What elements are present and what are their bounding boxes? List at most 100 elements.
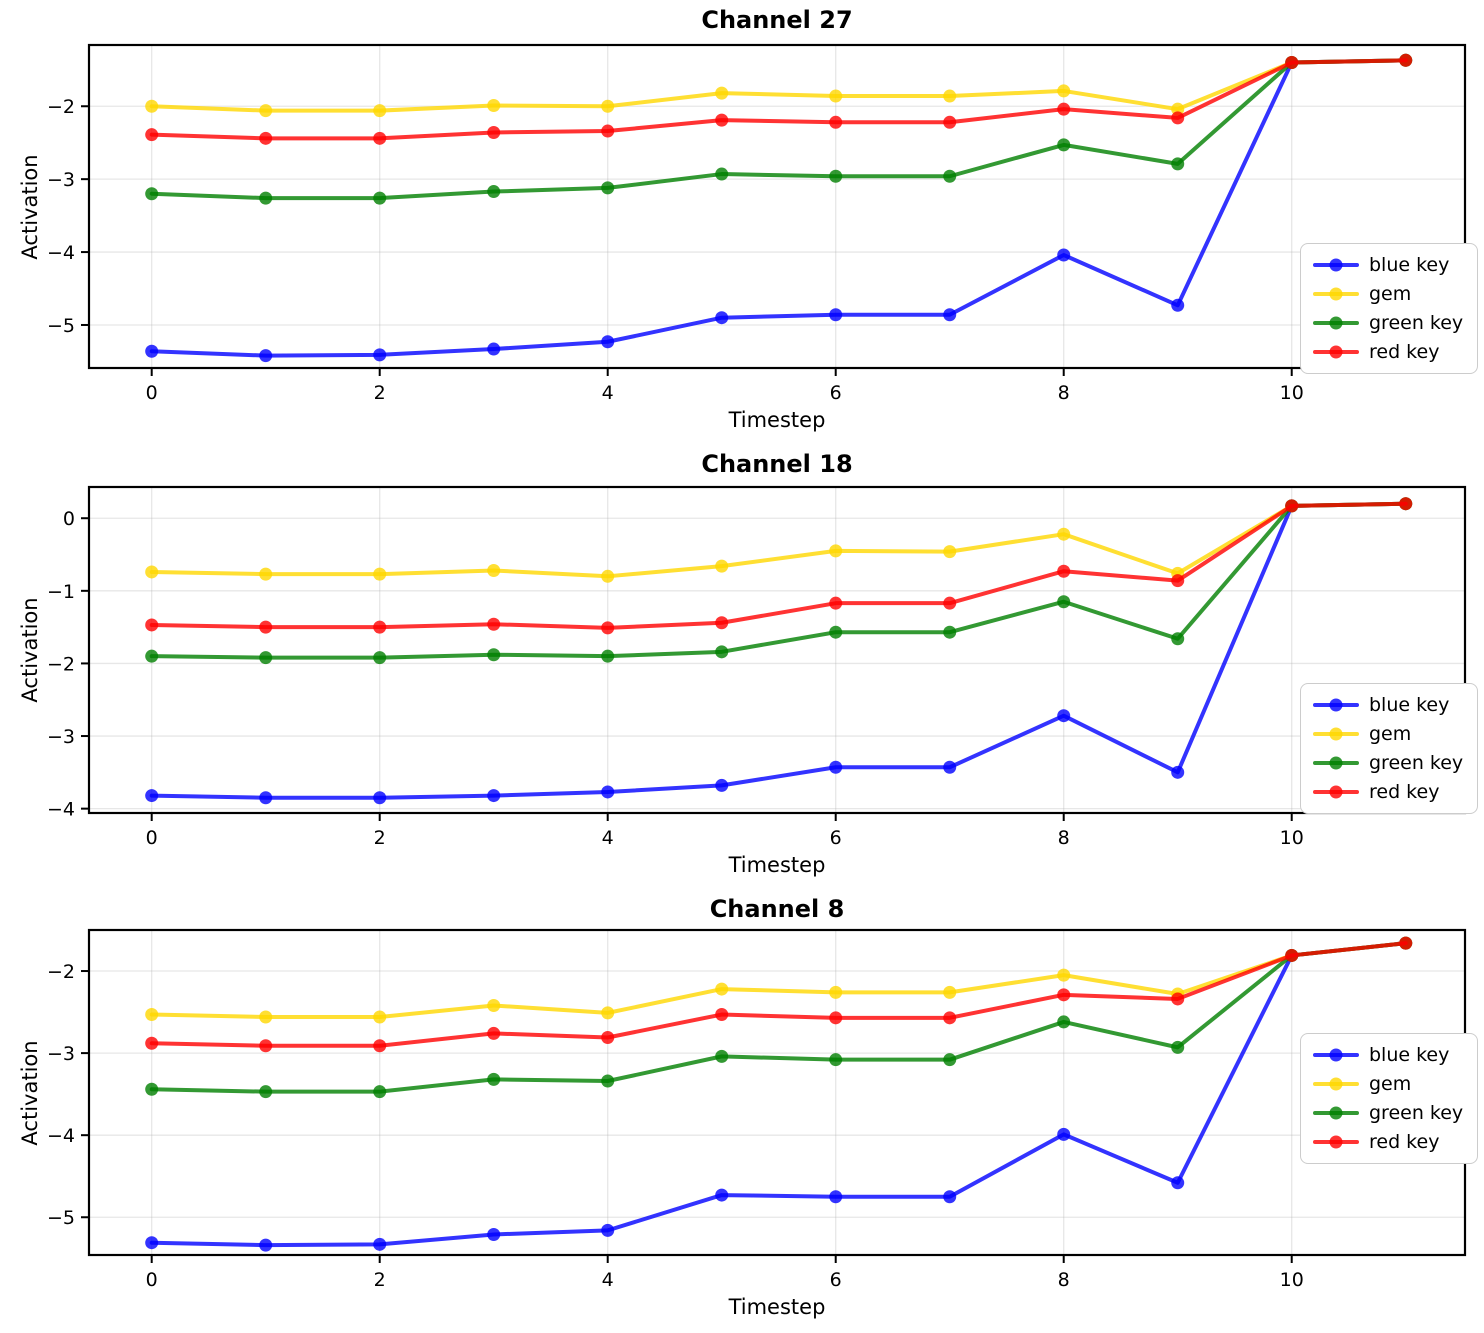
legend-item-green-key: green key [1313,311,1463,335]
data-point-marker [259,620,273,634]
series-line [149,58,1408,113]
data-point-marker [715,1008,729,1022]
data-point-marker [487,185,501,199]
legend-swatch-marker [1329,785,1343,799]
data-point-marker [943,1053,957,1067]
data-point-marker [259,1085,273,1099]
data-point-marker [1171,632,1185,646]
data-point-marker [601,621,615,635]
data-point-marker [601,1223,615,1237]
legend-line-marker-swatch [1313,785,1359,799]
legend-label: red key [1369,781,1440,803]
data-point-marker [373,348,387,362]
series-red-key [145,497,1413,635]
data-point-marker [487,617,501,631]
series-line [149,941,1408,1019]
legend-line-marker-swatch [1313,756,1359,770]
x-axis-label: Timestep [728,408,826,432]
data-point-marker [601,124,615,138]
data-point-marker [715,1188,729,1202]
data-point-marker [715,559,729,573]
legend-label: blue key [1369,1044,1450,1066]
data-point-marker [829,985,843,999]
data-point-marker [829,115,843,129]
data-point-marker [373,620,387,634]
series-blue-key [145,936,1413,1252]
data-point-marker [487,99,501,113]
plot-area: 0 2 4 6 8 10 −5 −4 −3 −2 [47,43,1467,404]
data-point-marker [829,169,843,183]
data-point-marker [1171,157,1185,171]
y-tick-label: −3 [47,1043,75,1065]
legend-swatch-marker [1329,1077,1343,1091]
axes-spines [87,485,1467,815]
legend-item-gem: gem [1313,1072,1463,1096]
data-point-marker [829,544,843,558]
legend-line-marker-swatch [1313,287,1359,301]
legend-label: gem [1369,1073,1412,1095]
y-tick-label: −4 [47,242,75,264]
data-point-marker [1057,138,1071,152]
data-point-marker [715,86,729,100]
data-point-marker [487,1227,501,1241]
x-tick-label: 6 [830,1269,842,1291]
data-point-marker [145,1036,159,1050]
grid [89,487,1465,813]
y-tick-label: −2 [47,961,75,983]
series-green-key [145,53,1413,205]
data-point-marker [829,1011,843,1025]
data-point-marker [487,342,501,356]
series-red-key [145,936,1413,1053]
data-point-marker [373,1237,387,1251]
plot-area: 0 2 4 6 8 10 −4 −3 −2 −1 0 [47,485,1467,849]
data-point-marker [145,618,159,632]
legend-item-green-key: green key [1313,751,1463,775]
y-tick-label: −2 [47,653,75,675]
legend-label: blue key [1369,254,1450,276]
data-point-marker [829,596,843,610]
data-point-marker [829,1053,843,1067]
series-blue-key [145,497,1413,805]
x-tick-label: 8 [1058,827,1070,849]
y-tick-label: −4 [47,799,75,821]
legend-label: red key [1369,341,1440,363]
chart-title: Channel 27 [701,6,853,34]
data-point-marker [601,785,615,799]
x-tick-label: 10 [1280,827,1304,849]
y-tick-label: −5 [47,315,75,337]
y-tick-label: −2 [47,96,75,118]
data-point-marker [373,791,387,805]
legend-line-marker-swatch [1313,1077,1359,1091]
legend-label: gem [1369,283,1412,305]
y-tick-label: 0 [63,508,75,530]
data-point-marker [1171,574,1185,588]
legend-swatch-marker [1329,1106,1343,1120]
x-tick-label: 4 [602,827,614,849]
data-point-marker [1057,248,1071,262]
data-point-marker [373,1085,387,1099]
legend-line-marker-swatch [1313,258,1359,272]
data-point-marker [715,645,729,659]
data-point-marker [373,104,387,118]
data-point-marker [943,115,957,129]
data-point-marker [601,1031,615,1045]
data-point-marker [943,985,957,999]
data-point-marker [145,187,159,201]
data-point-marker [487,125,501,139]
series-line [149,501,1408,660]
data-point-marker [145,1236,159,1250]
chart-channel-8: 0 2 4 6 8 10 −5 −4 −3 −2 Channel 8 Activation Tim… [0,889,1484,1333]
legend-line-marker-swatch [1313,1135,1359,1149]
axis-ticks [81,105,1293,376]
legend-label: green key [1369,1102,1464,1124]
legend-item-gem: gem [1313,722,1463,746]
series-gem [145,497,1413,583]
data-point-marker [259,349,273,363]
series-line [149,941,1408,1094]
data-point-marker [829,625,843,639]
data-point-marker [487,563,501,577]
x-tick-label: 4 [602,382,614,404]
data-point-marker [715,1049,729,1063]
x-tick-label: 2 [374,382,386,404]
data-point-marker [145,1082,159,1096]
